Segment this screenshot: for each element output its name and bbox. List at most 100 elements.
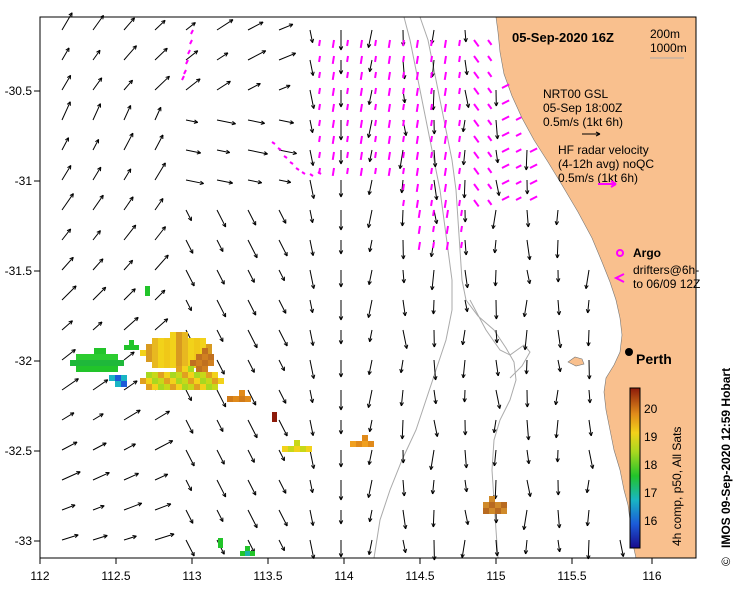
model-vector-shaft bbox=[433, 359, 437, 380]
model-vector-head bbox=[190, 553, 195, 557]
model-vector-shaft bbox=[495, 359, 499, 376]
hf-vector bbox=[318, 87, 321, 95]
sst-pixel bbox=[164, 356, 170, 362]
model-vector-shaft bbox=[525, 539, 528, 554]
model-vector-shaft bbox=[123, 79, 133, 91]
model-vector-head bbox=[366, 43, 369, 48]
model-vector-head bbox=[164, 254, 169, 258]
model-vector bbox=[338, 90, 344, 108]
model-vector-shaft bbox=[463, 179, 466, 199]
model-vector bbox=[462, 179, 467, 199]
model-vector-head bbox=[525, 370, 529, 375]
model-vector bbox=[247, 149, 268, 156]
sst-pixel bbox=[182, 362, 188, 368]
model-vector-shaft bbox=[92, 442, 107, 451]
model-vector-head bbox=[134, 316, 139, 319]
lon-tick-label: 114.5 bbox=[405, 569, 434, 583]
drifter-marker-icon bbox=[613, 273, 625, 283]
model-vector-head bbox=[399, 368, 402, 373]
model-vector bbox=[309, 329, 315, 346]
model-vector-head bbox=[522, 312, 525, 317]
model-vector-shaft bbox=[216, 179, 233, 184]
model-vector bbox=[461, 149, 467, 166]
model-vector-head bbox=[252, 492, 257, 496]
model-vector-head bbox=[367, 190, 370, 195]
model-vector-head bbox=[432, 310, 436, 315]
model-vector-head bbox=[338, 316, 342, 321]
model-vector bbox=[154, 440, 174, 451]
sst-pixel bbox=[200, 338, 206, 344]
model-vector bbox=[556, 509, 562, 529]
model-vector-shaft bbox=[123, 317, 139, 331]
hf-vector bbox=[443, 151, 447, 161]
model-vector-head bbox=[340, 553, 344, 558]
hf-vector bbox=[374, 151, 377, 159]
model-vector-head bbox=[310, 522, 314, 526]
model-vector bbox=[309, 389, 315, 404]
model-vector-head bbox=[312, 218, 315, 223]
model-vector bbox=[278, 23, 294, 31]
model-vector-shaft bbox=[309, 209, 314, 223]
model-vector-head bbox=[200, 180, 204, 184]
model-vector-shaft bbox=[526, 269, 531, 284]
model-vector-shaft bbox=[61, 137, 69, 151]
model-vector bbox=[495, 389, 502, 409]
sst-pixel bbox=[100, 348, 106, 354]
model-vector bbox=[278, 239, 288, 257]
model-vector bbox=[92, 230, 101, 241]
model-vector-head bbox=[338, 340, 342, 345]
model-vector-head bbox=[229, 180, 233, 184]
drifter-trail-segment bbox=[295, 167, 300, 171]
model-vector-shaft bbox=[309, 389, 314, 403]
hf-vector bbox=[402, 71, 405, 79]
model-vector-shaft bbox=[185, 449, 195, 467]
sst-pixel bbox=[188, 350, 194, 356]
model-vector-head bbox=[526, 190, 530, 195]
model-vector-head bbox=[65, 137, 69, 141]
model-vector-head bbox=[292, 153, 297, 156]
sst-pixel bbox=[76, 366, 82, 372]
model-vector-head bbox=[159, 198, 164, 201]
model-vector-head bbox=[367, 100, 370, 105]
model-vector bbox=[463, 419, 468, 436]
drifter-trail-segment bbox=[277, 147, 282, 151]
sst-pixel bbox=[170, 344, 176, 350]
sst-pixel bbox=[146, 344, 152, 350]
model-vector bbox=[123, 132, 134, 151]
model-vector bbox=[309, 509, 315, 526]
model-vector-head bbox=[250, 369, 255, 373]
model-vector-head bbox=[555, 254, 558, 259]
sst-pixel bbox=[176, 332, 182, 338]
sst-pixel bbox=[112, 354, 118, 360]
sst-pixel bbox=[272, 412, 277, 417]
model-vector-shaft bbox=[278, 299, 287, 314]
model-vector-head bbox=[462, 194, 465, 199]
sst-pixel bbox=[182, 356, 188, 362]
hf-vector bbox=[529, 163, 538, 169]
model-vector bbox=[247, 509, 258, 529]
model-vector-head bbox=[97, 166, 102, 170]
model-vector-shaft bbox=[61, 534, 79, 541]
lat-tick-label: -31.5 bbox=[5, 264, 33, 278]
model-vector-shaft bbox=[309, 479, 314, 493]
model-vector-shaft bbox=[494, 269, 497, 287]
hf-vector bbox=[501, 179, 510, 185]
model-vector-shaft bbox=[369, 329, 373, 342]
sst-pixel bbox=[152, 344, 158, 350]
model-vector-shaft bbox=[61, 320, 73, 331]
model-vector-head bbox=[161, 162, 166, 166]
model-vector-head bbox=[96, 49, 101, 53]
model-vector-head bbox=[280, 457, 285, 462]
model-vector-head bbox=[528, 436, 531, 441]
sst-pixel bbox=[164, 384, 170, 390]
model-vector-head bbox=[590, 431, 593, 436]
model-vector-head bbox=[74, 441, 78, 446]
model-vector-head bbox=[492, 249, 496, 254]
hf-vector bbox=[387, 135, 391, 145]
model-vector-head bbox=[405, 524, 408, 529]
model-vector bbox=[247, 179, 263, 185]
model-vector-head bbox=[250, 279, 255, 283]
model-vector bbox=[401, 239, 406, 260]
model-vector bbox=[247, 82, 261, 91]
sst-pixel bbox=[82, 366, 88, 372]
